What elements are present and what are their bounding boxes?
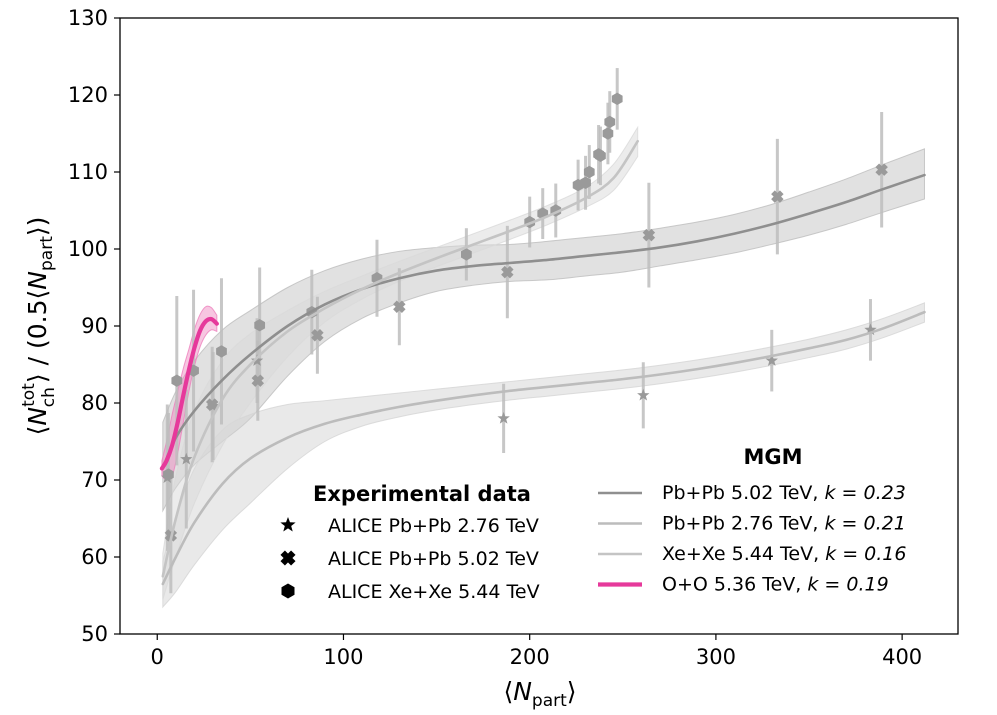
marker-alice-pb-pb-2-76-tev-3 bbox=[250, 354, 264, 366]
y-tick-label-70: 70 bbox=[81, 468, 108, 492]
x-tick-label-0: 0 bbox=[151, 645, 164, 669]
marker-alice-xe-xe-5-44-tev-17 bbox=[604, 115, 616, 129]
band-pb-pb-5-02-tev bbox=[162, 148, 925, 513]
line-pb-pb-2-76-tev bbox=[161, 310, 926, 586]
marker-alice-xe-xe-5-44-tev-16 bbox=[602, 127, 614, 140]
legend-exp-marker-alice-pb-pb-2-76-tev bbox=[280, 517, 296, 532]
marker-alice-xe-xe-5-44-tev-18 bbox=[611, 92, 623, 106]
x-tick-label-400: 400 bbox=[882, 645, 922, 669]
marker-alice-pb-pb-5-02-tev-4 bbox=[393, 300, 406, 313]
y-axis-ticks: 50 60 70 80 90 100 110 120 130 bbox=[68, 6, 120, 646]
legend-experimental-title: Experimental data bbox=[313, 482, 531, 506]
marker-alice-pb-pb-5-02-tev-8 bbox=[875, 163, 888, 176]
marker-alice-pb-pb-5-02-tev-4-bar-b bbox=[393, 300, 406, 313]
marker-alice-pb-pb-2-76-tev-1 bbox=[180, 452, 193, 465]
legend-model-label-xe-xe-5-44-tev: Xe+Xe 5.44 TeV, k = 0.16 bbox=[662, 543, 906, 565]
legend-model-k-o-o-5-36-tev: k = 0.19 bbox=[807, 574, 888, 596]
legend-model-k-pb-pb-2-76-tev: k = 0.21 bbox=[824, 513, 905, 535]
marker-alice-xe-xe-5-44-tev-15 bbox=[595, 149, 606, 163]
line-pb-pb-5-02-tev bbox=[161, 173, 926, 470]
marker-alice-pb-pb-2-76-tev-4 bbox=[497, 411, 510, 424]
band-pb-pb-2-76-tev bbox=[162, 302, 925, 609]
x-tick-label-300: 300 bbox=[696, 645, 736, 669]
marker-alice-pb-pb-5-02-tev-2 bbox=[251, 374, 265, 387]
data-markers bbox=[161, 92, 888, 542]
marker-alice-pb-pb-5-02-tev-3-bar-b bbox=[311, 329, 324, 342]
marker-alice-pb-pb-5-02-tev-6 bbox=[642, 228, 656, 242]
marker-alice-xe-xe-5-44-tev-0 bbox=[163, 468, 174, 481]
y-axis-label: ⟨Ntotch⟩ / (0.5⟨Npart⟩) bbox=[19, 217, 59, 436]
marker-alice-pb-pb-5-02-tev-7-bar-b bbox=[771, 190, 784, 203]
x-tick-label-100: 100 bbox=[323, 645, 363, 669]
y-tick-label-100: 100 bbox=[68, 237, 108, 261]
legend-model-k-xe-xe-5-44-tev: k = 0.16 bbox=[825, 543, 906, 565]
marker-alice-pb-pb-5-02-tev-5 bbox=[501, 265, 514, 279]
y-tick-label-60: 60 bbox=[81, 545, 108, 569]
marker-alice-pb-pb-5-02-tev-1 bbox=[205, 398, 219, 411]
legend-exp-label-alice-pb-pb-5-02-tev: ALICE Pb+Pb 5.02 TeV bbox=[328, 548, 539, 570]
y-tick-label-110: 110 bbox=[68, 160, 108, 184]
line-xe-xe-5-44-tev bbox=[161, 139, 639, 578]
marker-alice-pb-pb-5-02-tev-5-bar-b bbox=[501, 265, 514, 279]
y-tick-label-120: 120 bbox=[68, 83, 108, 107]
marker-alice-pb-pb-5-02-tev-8-bar-b bbox=[875, 163, 888, 176]
y-tick-label-130: 130 bbox=[68, 6, 108, 30]
marker-alice-xe-xe-5-44-tev-13 bbox=[583, 165, 595, 179]
y-axis-label-sub: ch bbox=[39, 387, 59, 407]
legend-model-label-pb-pb-5-02-tev: Pb+Pb 5.02 TeV, k = 0.23 bbox=[662, 482, 906, 504]
legend-experimental: Experimental data ALICE Pb+Pb 2.76 TeV AL… bbox=[280, 482, 540, 603]
x-axis-label-main: N bbox=[513, 677, 532, 706]
legend-exp-label-alice-pb-pb-2-76-tev: ALICE Pb+Pb 2.76 TeV bbox=[328, 515, 539, 537]
marker-alice-xe-xe-5-44-tev-4 bbox=[254, 319, 266, 332]
marker-alice-xe-xe-5-44-tev-12 bbox=[580, 176, 591, 189]
legend-model: MGM Pb+Pb 5.02 TeV, k = 0.23 Pb+Pb 2.76 T… bbox=[598, 445, 906, 596]
legend-exp-marker-alice-xe-xe-5-44-tev bbox=[281, 583, 295, 599]
x-tick-label-200: 200 bbox=[510, 645, 550, 669]
marker-alice-pb-pb-5-02-tev-6-bar-b bbox=[642, 228, 656, 242]
line-o-o-5-36-tev bbox=[159, 316, 219, 471]
y-tick-label-90: 90 bbox=[81, 314, 108, 338]
marker-alice-pb-pb-5-02-tev-2-bar-b bbox=[251, 374, 265, 387]
x-axis-ticks: 0 100 200 300 400 bbox=[151, 634, 922, 669]
x-axis-label-sub: part bbox=[532, 691, 567, 711]
y-axis-label-sup: tot bbox=[19, 383, 39, 407]
model-lines bbox=[159, 139, 926, 586]
marker-alice-pb-pb-2-76-tev-6 bbox=[765, 354, 778, 366]
marker-alice-pb-pb-2-76-tev-7 bbox=[864, 323, 877, 336]
y-axis-label-denom-sub: part bbox=[37, 236, 57, 271]
y-axis-label-denom-prefix: 0.5 bbox=[23, 299, 52, 339]
legend-model-label-o-o-5-36-tev: O+O 5.36 TeV, k = 0.19 bbox=[662, 574, 889, 596]
marker-alice-xe-xe-5-44-tev-1 bbox=[171, 374, 183, 387]
legend-exp-marker-alice-pb-pb-5-02-tev-bar-b bbox=[280, 550, 296, 566]
x-axis-label: ⟨Npart⟩ bbox=[503, 677, 576, 711]
marker-alice-pb-pb-5-02-tev-7 bbox=[771, 190, 784, 203]
marker-alice-pb-pb-5-02-tev-1-bar-b bbox=[205, 398, 219, 411]
legend-model-title: MGM bbox=[743, 445, 802, 469]
legend-model-k-pb-pb-5-02-tev: k = 0.23 bbox=[824, 482, 905, 504]
legend-model-label-pb-pb-2-76-tev: Pb+Pb 2.76 TeV, k = 0.21 bbox=[662, 513, 906, 535]
legend-exp-marker-alice-pb-pb-5-02-tev bbox=[280, 550, 296, 566]
marker-alice-xe-xe-5-44-tev-3 bbox=[216, 345, 227, 358]
y-tick-label-80: 80 bbox=[81, 391, 108, 415]
marker-alice-xe-xe-5-44-tev-7 bbox=[461, 248, 472, 261]
marker-alice-pb-pb-2-76-tev-5 bbox=[637, 388, 650, 401]
legend-exp-label-alice-xe-xe-5-44-tev: ALICE Xe+Xe 5.44 TeV bbox=[328, 581, 540, 603]
y-tick-label-50: 50 bbox=[81, 622, 108, 646]
marker-alice-pb-pb-5-02-tev-3 bbox=[311, 329, 324, 342]
